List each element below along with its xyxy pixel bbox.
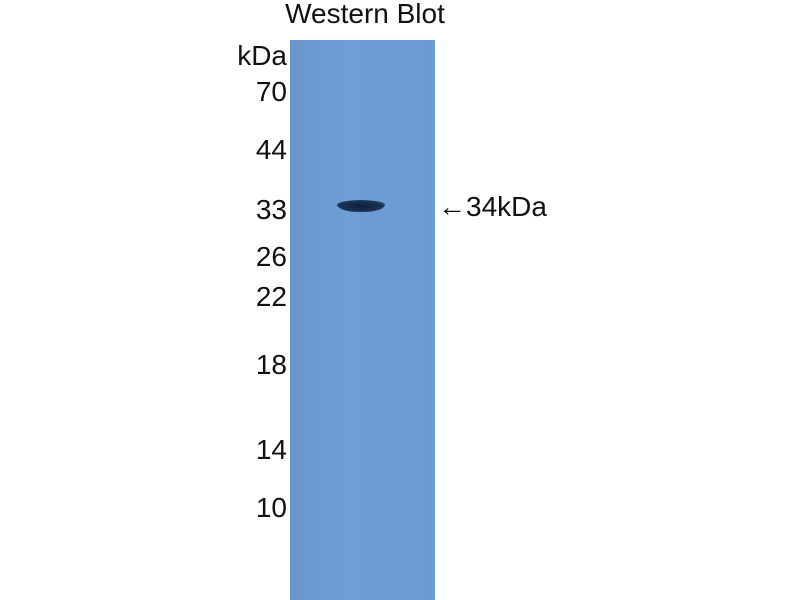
unit-label: kDa <box>237 40 287 71</box>
blot-lane <box>290 40 435 600</box>
marker-18: 18 <box>255 349 287 380</box>
marker-10: 10 <box>255 492 287 523</box>
marker-14: 14 <box>255 434 287 465</box>
marker-26: 26 <box>255 241 287 272</box>
marker-22: 22 <box>255 281 287 312</box>
figure-title: Western Blot <box>285 0 445 29</box>
band-size-label: ←34kDa <box>438 191 547 222</box>
protein-band <box>337 200 385 212</box>
marker-44: 44 <box>255 134 287 165</box>
marker-70: 70 <box>255 76 287 107</box>
marker-33: 33 <box>255 194 287 225</box>
